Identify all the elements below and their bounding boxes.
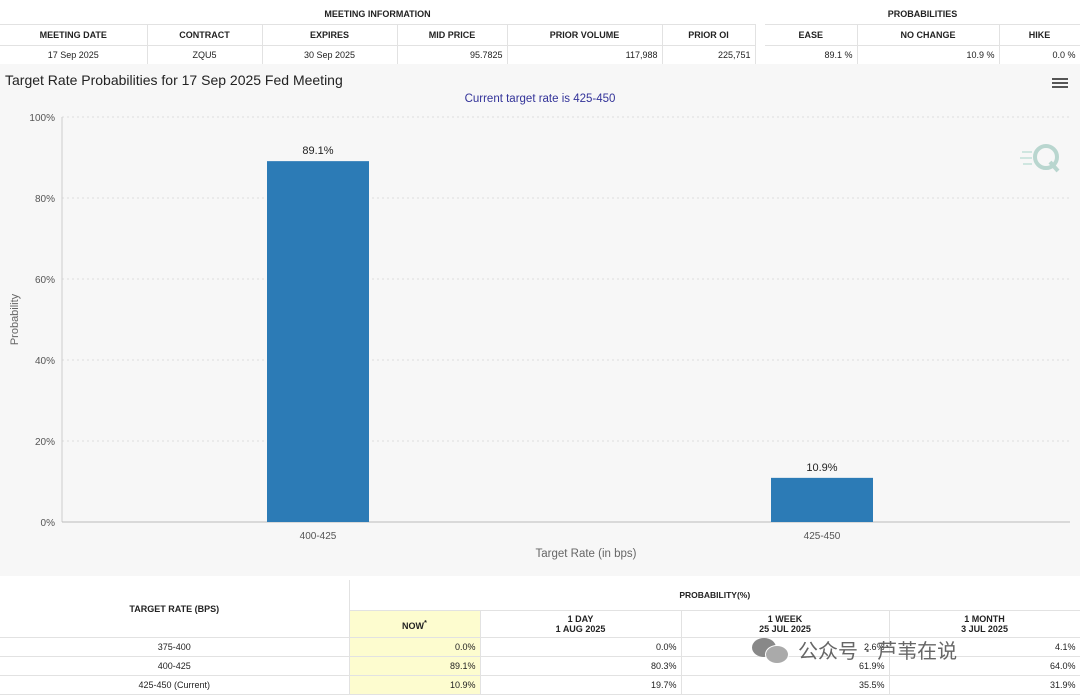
wechat-icon [752,636,790,664]
col-now-label: NOW [402,620,425,631]
now-value: 10.9% [349,675,481,695]
x-tick-label: 400-425 [300,531,337,542]
col-1-day: 1 DAY 1 AUG 2025 [480,610,682,638]
col-contract: CONTRACT [147,24,263,46]
bar-400-425 [267,161,369,522]
probabilities-header: PROBABILITIES [765,4,1080,25]
col-prior-volume: PRIOR VOLUME [507,24,663,46]
one-week-value: 61.9% [681,656,890,676]
col-prior-oi: PRIOR OI [662,24,756,46]
x-axis-title: Target Rate (in bps) [536,548,637,560]
ease-value: 89.1 % [765,45,858,65]
data-label: 10.9% [806,462,837,474]
table-row: 425-450 (Current) 10.9% 19.7% 35.5% 31.9… [0,675,1080,695]
data-label: 89.1% [302,145,333,157]
bar-chart-canvas: 0% 20% 40% 60% 80% 100% 89.1% 400-425 10.9% 425-4… [9,113,1070,560]
col-now: NOW* [349,610,481,638]
col-1-day-label: 1 DAY [567,614,594,624]
col-1-month-label: 1 MONTH [964,614,1005,624]
watermark-text: 公众号 · 芦苇在说 [798,638,958,663]
chart-subtitle: Current target rate is 425-450 [464,93,616,105]
target-rate-header: TARGET RATE (BPS) [0,580,350,638]
y-axis-title: Probability [9,293,21,345]
top-summary: MEETING INFORMATION MEETING DATE CONTRAC… [0,0,1080,65]
col-now-marker: * [424,617,427,627]
table-row: 400-425 89.1% 80.3% 61.9% 64.0% [0,656,1080,676]
prior-volume-value: 117,988 [507,45,663,65]
probability-header: PROBABILITY(%) [349,580,1080,611]
y-tick-label: 0% [41,518,56,529]
col-no-change: NO CHANGE [857,24,1000,46]
y-tick-label: 100% [29,113,55,124]
y-tick-label: 40% [35,356,55,367]
col-1-month: 1 MONTH 3 JUL 2025 [889,610,1080,638]
col-ease: EASE [765,24,858,46]
y-tick-label: 80% [35,194,55,205]
col-1-day-date: 1 AUG 2025 [555,624,606,634]
col-1-week-label: 1 WEEK [767,614,803,624]
expires-value: 30 Sep 2025 [262,45,398,65]
probability-history-table: TARGET RATE (BPS) PROBABILITY(%) NOW* 1 … [0,580,1080,695]
prior-oi-value: 225,751 [662,45,756,65]
now-value: 0.0% [349,637,481,657]
watermark: 公众号 · 芦苇在说 [752,632,957,666]
one-day-value: 80.3% [480,656,682,676]
bar-425-450 [771,477,873,522]
col-meeting-date: MEETING DATE [0,24,148,46]
col-1-week: 1 WEEK 25 JUL 2025 [681,610,890,638]
col-expires: EXPIRES [262,24,398,46]
table-row: 375-400 0.0% 0.0% 2.6% 4.1% [0,637,1080,657]
one-week-value: 35.5% [681,675,890,695]
x-tick-label: 425-450 [804,531,841,542]
q-logo-icon [1020,144,1060,173]
rate-label: 400-425 [0,656,350,676]
hike-value: 0.0 % [999,45,1080,65]
y-tick-label: 60% [35,275,55,286]
col-1-month-date: 3 JUL 2025 [961,624,1008,634]
rate-label: 375-400 [0,637,350,657]
one-day-value: 19.7% [480,675,682,695]
meeting-information-header: MEETING INFORMATION [0,4,756,25]
rate-label: 425-450 (Current) [0,675,350,695]
probability-chart: Target Rate Probabilities for 17 Sep 202… [0,64,1080,576]
one-day-value: 0.0% [480,637,682,657]
col-hike: HIKE [999,24,1080,46]
meeting-date-value: 17 Sep 2025 [0,45,148,65]
probabilities-table: PROBABILITIES EASE NO CHANGE HIKE 89.1 %… [765,4,1080,65]
no-change-value: 10.9 % [857,45,1000,65]
contract-value: ZQU5 [147,45,263,65]
mid-price-value: 95.7825 [397,45,508,65]
hamburger-menu-icon[interactable] [1052,76,1068,90]
col-1-week-date: 25 JUL 2025 [759,624,811,634]
y-tick-label: 20% [35,437,55,448]
col-mid-price: MID PRICE [397,24,508,46]
meeting-information-table: MEETING INFORMATION MEETING DATE CONTRAC… [0,4,756,65]
chart-title: Target Rate Probabilities for 17 Sep 202… [5,72,343,88]
one-month-value: 31.9% [889,675,1080,695]
now-value: 89.1% [349,656,481,676]
